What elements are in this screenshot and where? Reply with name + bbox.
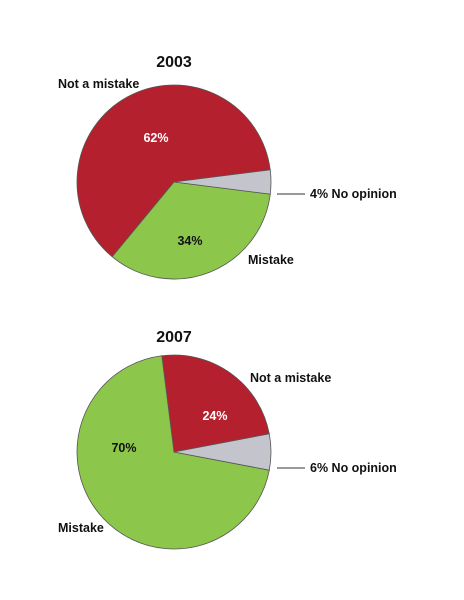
value-2007-not-a-mistake: 24% bbox=[202, 409, 227, 423]
label-2007-mistake: Mistake bbox=[58, 521, 104, 535]
slice-2007-no-opinion bbox=[173, 433, 272, 471]
slice-2003-no-opinion bbox=[173, 169, 272, 195]
chart-title-2003: 2003 bbox=[156, 54, 192, 71]
slice-2003-not-a-mistake bbox=[76, 84, 271, 258]
value-2003-not-a-mistake: 62% bbox=[143, 131, 168, 145]
value-2007-mistake: 70% bbox=[111, 441, 136, 455]
label-2003-no-opinion: 4% No opinion bbox=[310, 187, 397, 201]
slice-2007-not-a-mistake bbox=[161, 354, 270, 453]
label-2003-not-a-mistake: Not a mistake bbox=[58, 77, 139, 91]
slice-2007-mistake bbox=[76, 355, 270, 550]
label-2007-not-a-mistake: Not a mistake bbox=[250, 371, 331, 385]
pie-chart-2007: 2007 Not a mistake 24% 70% Mistake 6% No… bbox=[58, 329, 397, 550]
label-2003-mistake: Mistake bbox=[248, 253, 294, 267]
chart-title-2007: 2007 bbox=[156, 329, 192, 346]
pie-chart-2003: 2003 Not a mistake 62% 34% Mistake 4% No… bbox=[58, 54, 397, 280]
slice-2003-mistake bbox=[111, 181, 271, 280]
value-2003-mistake: 34% bbox=[177, 234, 202, 248]
label-2007-no-opinion: 6% No opinion bbox=[310, 461, 397, 475]
